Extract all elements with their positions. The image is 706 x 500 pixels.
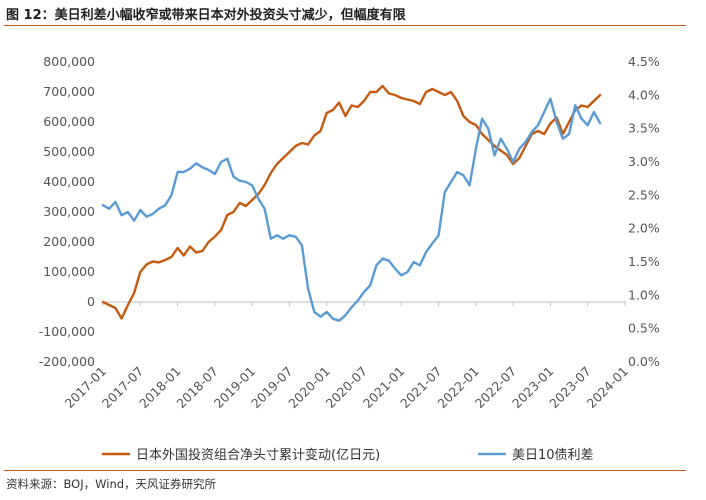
left-tick-label: 600,000 (43, 114, 95, 129)
right-tick-label: 0.0% (628, 354, 660, 369)
left-tick-label: 300,000 (43, 204, 95, 219)
source-note: 资料来源：BOJ，Wind，天风证券研究所 (6, 477, 217, 491)
grid-lines (102, 301, 626, 306)
footer-rule (4, 470, 686, 471)
right-tick-label: 1.0% (628, 287, 660, 302)
left-tick-label: 700,000 (43, 84, 95, 99)
legend-label-1: 美日10债利差 (512, 448, 594, 463)
right-tick-label: 4.5% (628, 54, 660, 69)
right-tick-label: 2.5% (628, 187, 660, 202)
left-tick-label: -100,000 (39, 324, 95, 339)
right-tick-label: 0.5% (628, 321, 660, 336)
right-tick-label: 3.5% (628, 121, 660, 136)
title-rule (4, 25, 686, 26)
left-tick-label: 800,000 (43, 54, 95, 69)
legend: 日本外国投资组合净头寸累计变动(亿日元) 美日10债利差 (102, 447, 594, 463)
left-tick-label: 100,000 (43, 264, 95, 279)
right-tick-label: 1.5% (628, 254, 660, 269)
right-tick-label: 4.0% (628, 87, 660, 102)
left-tick-label: 500,000 (43, 144, 95, 159)
figure-title: 图 12：美日利差小幅收窄或带来日本对外投资头寸减少，但幅度有限 (6, 8, 406, 23)
series-layer (101, 84, 602, 322)
left-axis-ticks: -200,000 -100,000 0 100,000 200,000 300,000 40… (39, 54, 95, 369)
right-tick-label: 3.0% (628, 154, 660, 169)
series-line-spread (101, 97, 602, 322)
legend-label-0: 日本外国投资组合净头寸累计变动(亿日元) (136, 447, 380, 463)
left-tick-label: -200,000 (39, 354, 95, 369)
series-line-position (101, 84, 602, 320)
right-axis-ticks: 0.0% 0.5% 1.0% 1.5% 2.0% 2.5% 3.0% 3.5% 4.0% 4.5% (628, 54, 660, 369)
right-tick-label: 2.0% (628, 221, 660, 236)
dual-axis-line-chart: -200,000 -100,000 0 100,000 200,000 300,000 40… (39, 54, 660, 463)
x-axis-ticks: 2017-012017-072018-012018-072019-012019-… (62, 364, 632, 412)
left-tick-label: 400,000 (43, 174, 95, 189)
left-tick-label: 200,000 (43, 234, 95, 249)
left-tick-label: 0 (87, 294, 95, 309)
x-tick-label: 2024-01 (584, 364, 632, 412)
